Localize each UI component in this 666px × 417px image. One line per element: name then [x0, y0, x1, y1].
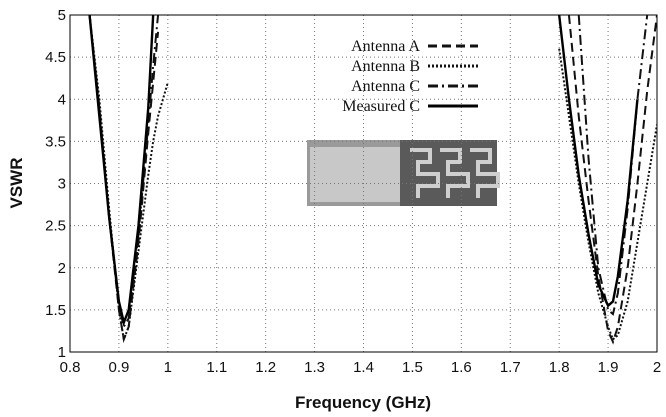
y-axis-label: VSWR: [7, 158, 26, 209]
plot-area: [69, 14, 658, 353]
legend-text: Antenna A: [351, 38, 420, 55]
x-tick-label: 1.9: [598, 359, 619, 376]
series-group: [88, 15, 657, 345]
y-tick-label: 5: [58, 7, 66, 24]
x-tick-label: 0.8: [60, 359, 81, 376]
y-tick-label: 2.5: [45, 218, 66, 235]
x-tick-label: 1.8: [549, 359, 570, 376]
y-tick-label: 2: [58, 260, 66, 277]
x-tick-label: 1.2: [255, 359, 276, 376]
x-tick-label: 1.4: [353, 359, 374, 376]
legend-text: Antenna B: [351, 58, 420, 75]
inset-photo: [307, 140, 500, 206]
y-tick-label: 3: [58, 176, 66, 193]
legend-text: Measured C: [342, 98, 420, 115]
series-line: [88, 15, 657, 344]
x-tick-label: 1.3: [304, 359, 325, 376]
x-tick-label: 1.7: [500, 359, 521, 376]
y-tick-label: 4: [58, 91, 66, 108]
y-tick-label: 1: [58, 344, 66, 361]
y-tick-label: 1.5: [45, 302, 66, 319]
x-tick-label: 2: [653, 359, 661, 376]
x-tick-label: 1.5: [402, 359, 423, 376]
y-tick-label: 3.5: [45, 133, 66, 150]
x-tick-label: 0.9: [108, 359, 129, 376]
series-line: [88, 15, 639, 327]
x-tick-label: 1.1: [206, 359, 227, 376]
x-tick-label: 1.6: [451, 359, 472, 376]
legend-text: Antenna C: [351, 78, 420, 95]
y-tick-label: 4.5: [45, 49, 66, 66]
x-tick-label: 1: [164, 359, 172, 376]
x-axis-label: Frequency (GHz): [295, 393, 431, 412]
